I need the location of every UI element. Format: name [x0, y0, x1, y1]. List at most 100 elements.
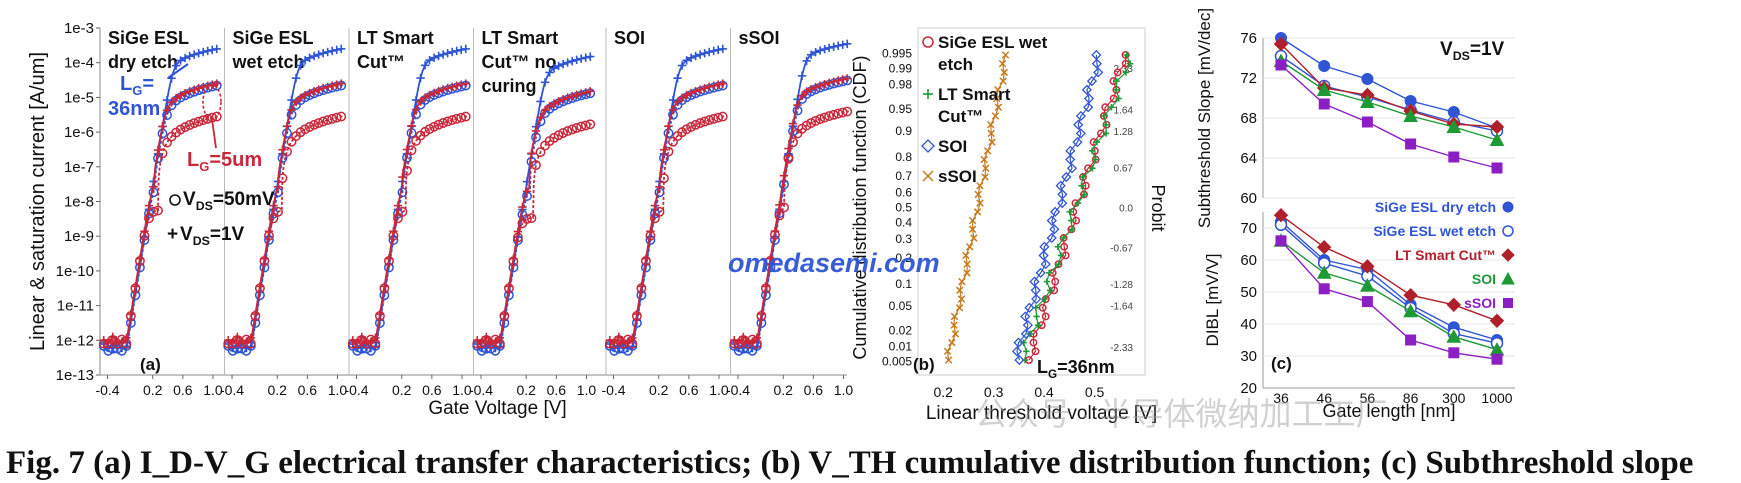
curve-point	[554, 97, 563, 106]
curve-point	[558, 128, 569, 138]
cdf-point	[1089, 147, 1096, 155]
cdf-point	[1086, 75, 1098, 87]
cdf-point	[1057, 252, 1065, 259]
curve-point	[442, 116, 453, 127]
data-point	[1318, 60, 1331, 72]
curve-point	[714, 80, 723, 89]
x-tick-label: -0.4	[726, 382, 750, 398]
curve-point	[420, 61, 430, 70]
lg36-label-sub: G	[132, 83, 142, 98]
subpanel-0: -0.4 0.2 0.6 1.0 SiGe ESL dry etch	[95, 28, 222, 398]
x-tick-label: 0.2	[267, 382, 287, 398]
x-tick-label: 1.0	[577, 382, 597, 398]
data-point	[1360, 278, 1375, 292]
curve-point	[425, 55, 434, 65]
y-tick-label: 1e-6	[64, 124, 94, 141]
y-tick-label: 20	[1240, 380, 1257, 397]
cdf-point	[1029, 276, 1040, 287]
legend-marker	[922, 36, 934, 48]
curve-point	[527, 149, 536, 158]
curve-point	[654, 206, 665, 217]
curve-point	[309, 86, 319, 96]
legend-label: SOI	[938, 137, 967, 156]
curve-point	[704, 47, 714, 57]
legend-label: etch	[938, 55, 973, 74]
y-tick-label: 0.7	[895, 169, 912, 183]
panel-label-c: (c)	[1271, 354, 1292, 373]
cdf-point	[1113, 77, 1120, 85]
cdf-point	[998, 59, 1007, 68]
curve-point	[531, 126, 541, 136]
data-point	[1318, 283, 1330, 295]
curve-point	[494, 338, 505, 349]
watermark: omedasemi.com 公众号 · 半导体微纳加工工厂	[728, 248, 1387, 432]
subplot-ss: 60 64 68 72 76 Subthreshold Slope [mV/dec]	[1195, 8, 1515, 228]
cdf-point-b	[998, 59, 1007, 68]
curve-point	[476, 345, 487, 356]
lg5-label-sub: G	[199, 159, 209, 174]
data-point	[1316, 239, 1332, 255]
curve-point	[402, 165, 412, 176]
cdf-point	[1102, 121, 1110, 128]
curve-point	[838, 40, 847, 49]
lg-label-sub: G	[1048, 368, 1057, 381]
curve-point	[273, 206, 283, 217]
cdf-point-b	[944, 356, 953, 364]
x-tick-label: 0.4	[1034, 384, 1054, 400]
cdf-point-b	[943, 347, 952, 356]
curve-point	[636, 283, 647, 294]
cdf-point	[1024, 302, 1035, 313]
curve-point	[411, 105, 421, 114]
curve-point	[824, 111, 835, 122]
cdf-point	[1034, 321, 1042, 329]
cdf-point-b	[950, 321, 958, 329]
y-tick-label: 1e-10	[56, 263, 94, 280]
curve-point	[645, 230, 656, 241]
curve-point	[549, 99, 559, 108]
curve-point	[318, 49, 328, 58]
curve-point	[447, 82, 457, 92]
curve-point	[287, 95, 296, 105]
cdf-point	[1031, 347, 1040, 356]
curve-point	[699, 116, 710, 127]
cdf-point	[955, 286, 964, 295]
cdf-point	[1031, 293, 1042, 305]
curve-point	[576, 89, 586, 98]
curve-point	[695, 118, 706, 129]
cdf-point	[1030, 285, 1041, 296]
lg5-label-rest: =5um	[209, 149, 262, 171]
cdf-point	[1014, 354, 1025, 366]
cdf-point	[981, 164, 990, 173]
cdf-point	[1035, 267, 1046, 278]
y-tick-label: 0.95	[889, 102, 913, 116]
subpanel-title: LT Smart	[482, 28, 559, 48]
subpanel-title: Cut™ no	[482, 52, 557, 72]
x-tick-label: 1.0	[203, 382, 223, 398]
curve-point	[268, 213, 279, 224]
curve-point	[833, 108, 844, 119]
cdf-point-b	[994, 103, 1003, 111]
subpanel-title: Cut™	[357, 52, 405, 72]
legend-marker	[922, 170, 934, 182]
cdf-point	[999, 77, 1007, 85]
curve-point	[797, 71, 807, 81]
curve-point	[682, 90, 691, 100]
y-tick-label: 1e-7	[64, 159, 94, 176]
curve-point	[180, 53, 190, 63]
cdf-point	[968, 225, 977, 234]
cdf-point	[1113, 86, 1120, 94]
cdf-point	[1073, 119, 1084, 130]
curve-point	[668, 95, 678, 105]
curve-point	[650, 201, 660, 210]
curve-point	[729, 338, 740, 349]
data-point	[1360, 94, 1375, 108]
curve-point	[586, 87, 595, 96]
curve-point	[673, 73, 682, 83]
curve-point	[139, 230, 150, 241]
cdf-point	[1013, 337, 1024, 348]
cdf-point-b	[966, 242, 974, 251]
cdf-point-b	[999, 77, 1007, 85]
curve-point	[704, 115, 715, 126]
curve-point	[98, 338, 109, 349]
legend-label: SiGe ESL dry etch	[1375, 199, 1496, 215]
